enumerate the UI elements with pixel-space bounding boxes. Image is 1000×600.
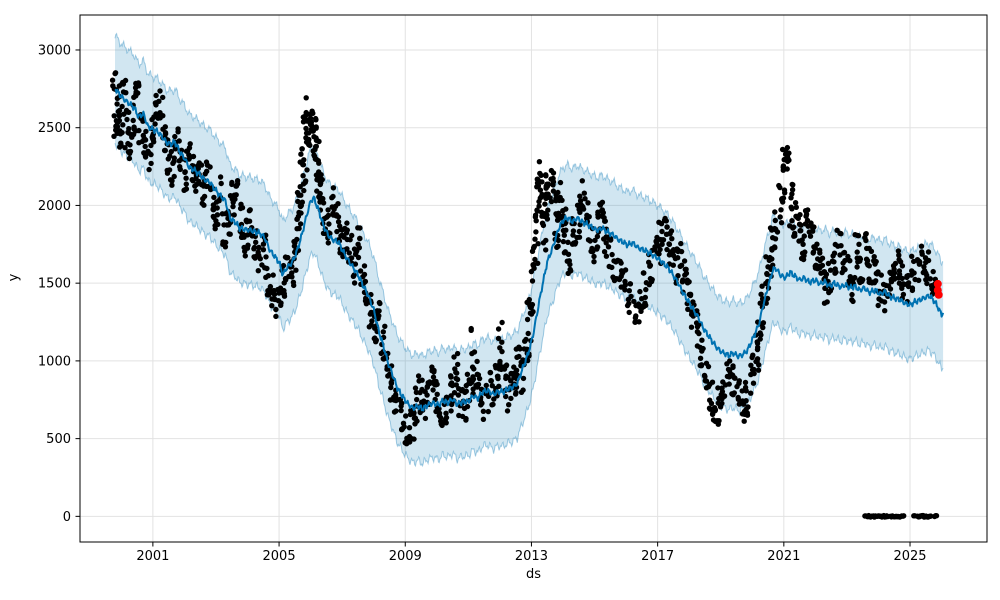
actual-points (109, 70, 941, 520)
forecast-line (114, 88, 945, 412)
y-tick-label: 0 (63, 510, 71, 525)
x-tick-label: 2025 (893, 549, 926, 564)
x-axis-label: ds (525, 567, 542, 582)
x-tick-label: 2017 (641, 549, 674, 564)
x-tick-label: 2009 (389, 549, 422, 564)
x-tick-label: 2021 (767, 549, 800, 564)
x-tick-label: 2005 (263, 549, 296, 564)
anomaly-points (933, 279, 943, 299)
y-tick-label: 1500 (38, 277, 71, 292)
y-tick-label: 3000 (38, 43, 71, 58)
y-tick-label: 1000 (38, 354, 71, 369)
y-axis-label: y (6, 273, 22, 282)
y-tick-label: 500 (46, 432, 71, 447)
plot-frame (79, 14, 988, 543)
y-axis-ticks: 0 500 1000 1500 2000 2500 3000 (38, 43, 80, 525)
x-axis-ticks: 2001 2005 2009 2013 2017 2021 2025 (136, 542, 927, 564)
y-tick-label: 2000 (38, 199, 71, 214)
y-tick-label: 2500 (38, 121, 71, 136)
x-tick-label: 2001 (136, 549, 169, 564)
x-tick-label: 2013 (515, 549, 548, 564)
